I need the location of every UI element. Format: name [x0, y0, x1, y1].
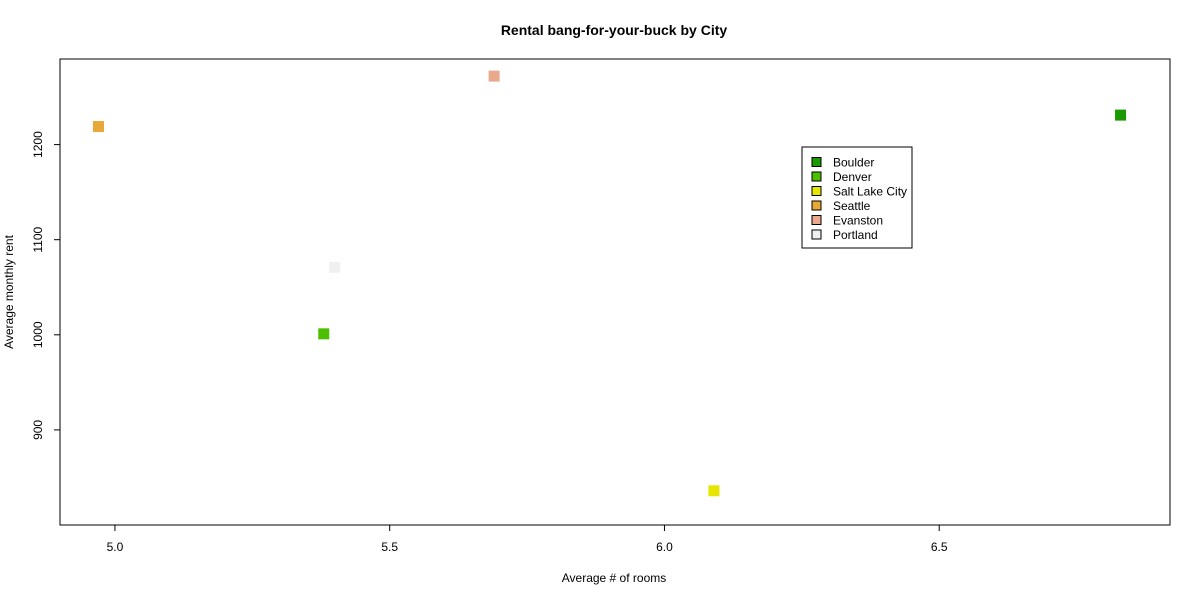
legend-swatch	[811, 200, 822, 211]
x-tick-label: 6.5	[931, 540, 948, 554]
legend-label: Portland	[833, 228, 878, 242]
y-tick-label: 1100	[31, 226, 45, 252]
legend-swatch	[811, 229, 822, 240]
data-point	[488, 70, 500, 82]
y-axis-label: Average monthly rent	[2, 234, 16, 349]
x-axis-label: Average # of rooms	[562, 571, 667, 585]
legend-label: Salt Lake City	[833, 185, 907, 199]
x-tick-label: 5.0	[107, 540, 124, 554]
legend-label: Boulder	[833, 156, 874, 170]
data-point	[329, 261, 341, 273]
chart-title: Rental bang-for-your-buck by City	[501, 22, 728, 38]
x-tick-label: 6.0	[656, 540, 673, 554]
legend-swatch	[811, 157, 822, 167]
legend-label: Denver	[833, 170, 872, 184]
y-axis: 900 1000 1100 1200	[31, 131, 60, 440]
legend-label: Evanston	[833, 214, 883, 228]
legend-swatch	[811, 171, 822, 182]
x-tick-label: 5.5	[381, 540, 398, 554]
data-point	[318, 328, 330, 340]
data-points	[92, 70, 1127, 497]
data-point	[92, 121, 104, 133]
y-tick-label: 1200	[31, 131, 45, 158]
plot-frame	[59, 58, 1171, 526]
legend-label: Seattle	[833, 199, 871, 213]
x-axis: 5.0 5.5 6.0 6.5	[107, 525, 948, 554]
legend-swatch	[811, 186, 822, 196]
data-point	[1115, 109, 1127, 121]
legend-swatch	[811, 215, 822, 225]
y-tick-label: 1000	[31, 321, 45, 348]
data-point	[708, 485, 720, 497]
y-tick-label: 900	[31, 420, 45, 440]
